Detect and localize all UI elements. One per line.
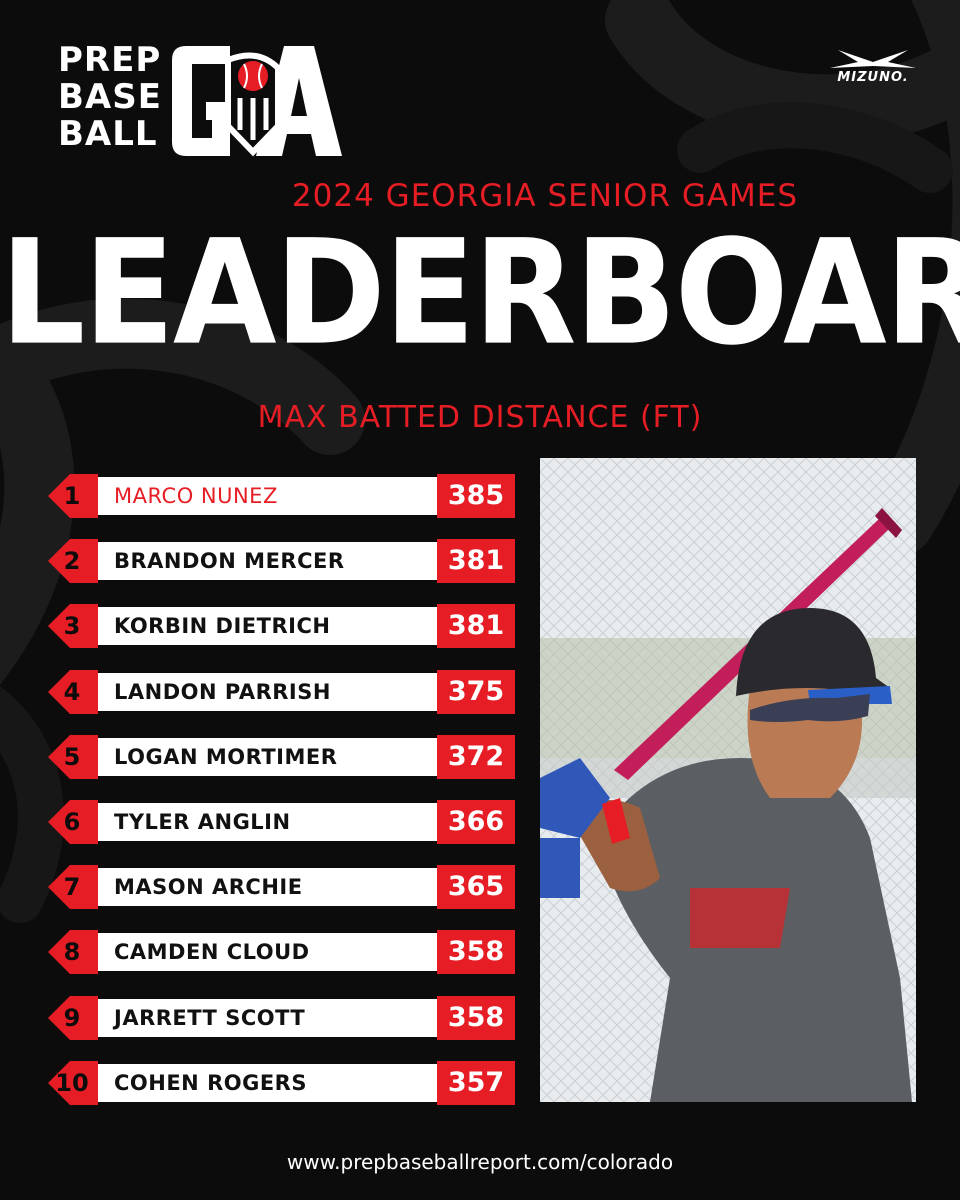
leaderboard-list: MARCO NUNEZ 385 1 BRANDON MERCER 381 2 KORBIN …	[44, 472, 524, 1112]
player-name: LANDON PARRISH	[114, 680, 331, 704]
leaderboard-row: CAMDEN CLOUD 358 8	[44, 928, 518, 976]
rank-number: 3	[63, 612, 81, 640]
player-name: MARCO NUNEZ	[114, 484, 278, 508]
rank-badge: 6	[44, 798, 100, 846]
distance-value: 381	[447, 610, 505, 641]
rank-badge: 4	[44, 668, 100, 716]
name-bar: KORBIN DIETRICH	[94, 607, 478, 645]
leaderboard-row: MASON ARCHIE 365 7	[44, 863, 518, 911]
rank-badge: 3	[44, 602, 100, 650]
logo-ga-mark	[172, 46, 342, 157]
rank-diamond-icon	[48, 1061, 98, 1105]
rank-diamond-icon	[48, 539, 98, 583]
player-name: MASON ARCHIE	[114, 875, 303, 899]
name-bar: BRANDON MERCER	[94, 542, 478, 580]
rank-badge: 7	[44, 863, 100, 911]
rank-diamond-icon	[48, 735, 98, 779]
distance-value: 366	[447, 806, 505, 837]
distance-badge: 366	[437, 800, 515, 844]
rank-badge: 10	[44, 1059, 100, 1107]
leaderboard-row: LOGAN MORTIMER 372 5	[44, 733, 518, 781]
rank-number: 2	[63, 547, 81, 575]
rank-number: 7	[63, 873, 81, 901]
player-name: CAMDEN CLOUD	[114, 940, 310, 964]
name-bar: LOGAN MORTIMER	[94, 738, 478, 776]
distance-value: 365	[447, 871, 505, 902]
rank-badge: 1	[44, 472, 100, 520]
rank-number: 10	[55, 1069, 89, 1097]
leaderboard-row: BRANDON MERCER 381 2	[44, 537, 518, 585]
sponsor-logo: MIZUNO.	[818, 48, 928, 88]
distance-badge: 375	[437, 670, 515, 714]
name-bar: CAMDEN CLOUD	[94, 933, 478, 971]
rank-diamond-icon	[48, 800, 98, 844]
distance-value: 357	[447, 1067, 505, 1098]
name-bar: TYLER ANGLIN	[94, 803, 478, 841]
rank-diamond-icon	[48, 604, 98, 648]
player-name: JARRETT SCOTT	[114, 1006, 306, 1030]
player-photo	[540, 458, 916, 1102]
rank-number: 8	[63, 938, 81, 966]
player-name: LOGAN MORTIMER	[114, 745, 338, 769]
logo-line-1: PREP	[58, 40, 162, 80]
name-bar: JARRETT SCOTT	[94, 999, 478, 1037]
rank-diamond-icon	[48, 996, 98, 1040]
logo-wordmark: PREP BASE BALL	[58, 42, 162, 153]
leaderboard-row: KORBIN DIETRICH 381 3	[44, 602, 518, 650]
rank-number: 6	[63, 808, 81, 836]
name-bar: LANDON PARRISH	[94, 673, 478, 711]
rank-badge: 5	[44, 733, 100, 781]
distance-badge: 358	[437, 930, 515, 974]
mizuno-runbird-icon	[830, 50, 916, 68]
distance-value: 358	[447, 1002, 505, 1033]
prep-baseball-logo: PREP BASE BALL	[58, 42, 348, 162]
page-title: LEADERBOARD	[0, 208, 960, 378]
rank-badge: 2	[44, 537, 100, 585]
player-name: TYLER ANGLIN	[114, 810, 291, 834]
name-bar: COHEN ROGERS	[94, 1064, 478, 1102]
distance-value: 375	[447, 676, 505, 707]
leaderboard-row: MARCO NUNEZ 385 1	[44, 472, 518, 520]
distance-badge: 365	[437, 865, 515, 909]
leaderboard-row: JARRETT SCOTT 358 9	[44, 994, 518, 1042]
rank-badge: 8	[44, 928, 100, 976]
metric-title: MAX BATTED DISTANCE (FT)	[257, 400, 703, 435]
rank-badge: 9	[44, 994, 100, 1042]
rank-number: 9	[63, 1004, 81, 1032]
distance-value: 372	[447, 741, 505, 772]
logo-line-2: BASE	[58, 77, 162, 117]
leaderboard-row: LANDON PARRISH 375 4	[44, 668, 518, 716]
rank-diamond-icon	[48, 670, 98, 714]
rank-diamond-icon	[48, 930, 98, 974]
sponsor-name: MIZUNO.	[837, 70, 909, 85]
player-name: BRANDON MERCER	[114, 549, 345, 573]
event-title: 2024 GEORGIA SENIOR GAMES	[291, 178, 799, 214]
rank-number: 5	[63, 743, 81, 771]
name-bar: MASON ARCHIE	[94, 868, 478, 906]
distance-badge: 357	[437, 1061, 515, 1105]
player-name: KORBIN DIETRICH	[114, 614, 331, 638]
distance-badge: 381	[437, 604, 515, 648]
leaderboard-row: TYLER ANGLIN 366 6	[44, 798, 518, 846]
rank-diamond-icon	[48, 474, 98, 518]
distance-value: 385	[447, 480, 505, 511]
rank-diamond-icon	[48, 865, 98, 909]
distance-badge: 358	[437, 996, 515, 1040]
name-bar: MARCO NUNEZ	[94, 477, 478, 515]
distance-badge: 381	[437, 539, 515, 583]
logo-line-3: BALL	[58, 114, 158, 154]
distance-badge: 372	[437, 735, 515, 779]
distance-badge: 385	[437, 474, 515, 518]
player-name: COHEN ROGERS	[114, 1071, 307, 1095]
distance-value: 358	[447, 936, 505, 967]
baseball-icon	[225, 52, 281, 157]
rank-number: 1	[63, 482, 81, 510]
distance-value: 381	[447, 545, 505, 576]
footer-url[interactable]: www.prepbaseballreport.com/colorado	[286, 1150, 674, 1174]
rank-number: 4	[63, 678, 81, 706]
leaderboard-row: COHEN ROGERS 357 10	[44, 1059, 518, 1107]
